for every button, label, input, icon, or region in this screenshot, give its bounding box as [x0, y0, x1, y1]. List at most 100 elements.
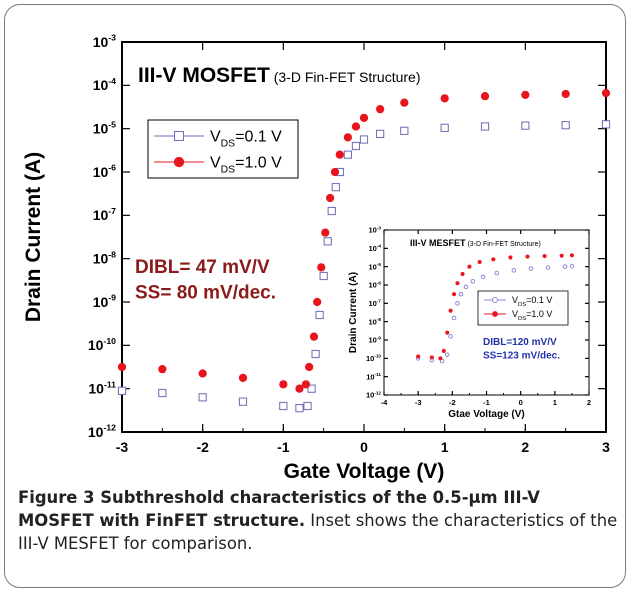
undefined-y-tick-label: 10-12 — [88, 423, 116, 440]
undefined-x-tick-label: 2 — [587, 398, 591, 407]
undefined-point-s1 — [313, 297, 322, 307]
caption-normal: Inset shows the characteristics of the I… — [18, 511, 618, 553]
undefined-chart-title: III-V MOSFET (3-D Fin-FET Structure) — [138, 64, 421, 87]
undefined-y-tick-exponent: -8 — [108, 249, 116, 259]
undefined-point-s0 — [440, 123, 449, 132]
undefined-y-tick-exponent: -6 — [108, 163, 116, 173]
undefined-point-s0 — [295, 404, 304, 413]
undefined-legend-label: VDS=0.1 V — [210, 129, 282, 150]
undefined-y-tick-base: 10 — [93, 294, 109, 310]
undefined-point-s1 — [542, 253, 547, 259]
undefined-point-s0 — [494, 270, 500, 276]
undefined-point-s1 — [569, 253, 574, 258]
undefined-legend-label-sub: DS — [518, 302, 526, 308]
undefined-legend-label-sub: DS — [221, 138, 236, 149]
undefined-point-s0 — [601, 120, 611, 129]
undefined-x-tick-label: -3 — [415, 398, 422, 407]
undefined-point-s0 — [455, 301, 460, 306]
undefined-legend-box — [147, 119, 299, 179]
undefined-point-s1 — [335, 150, 344, 159]
undefined-y-tick-base: 10 — [93, 251, 109, 267]
undefined-point-s0 — [480, 274, 486, 280]
undefined-x-axis-label: Gtae Voltage (V) — [448, 409, 525, 420]
undefined-y-tick-base: 10 — [366, 372, 374, 381]
undefined-point-s0 — [359, 135, 369, 144]
undefined-y-tick-label: 10-6 — [369, 280, 382, 289]
undefined-y-tick-label: 10-6 — [93, 163, 116, 180]
figure-caption: Figure 3 Subthreshold characteristics of… — [18, 486, 618, 555]
main-chart: -3 -2 -1 0 1 2 310-310-410-510-610-710-810-910… — [22, 33, 611, 483]
undefined-y-tick-exponent: -7 — [108, 206, 116, 216]
undefined-y-tick-exponent: -9 — [377, 335, 382, 340]
undefined-y-tick-exponent: -11 — [375, 372, 382, 377]
undefined-y-tick-exponent: -7 — [377, 299, 382, 304]
undefined-x-tick-label: 0 — [519, 398, 523, 407]
undefined-point-s1 — [480, 92, 490, 101]
undefined-y-tick-label: 10-7 — [93, 206, 116, 223]
undefined-point-s1 — [451, 292, 457, 297]
undefined-chart-title: III-V MESFET (3-D Fin-FET Structure) — [410, 238, 541, 248]
undefined-point-s1 — [491, 257, 496, 262]
undefined-x-tick-label: -1 — [277, 439, 290, 455]
undefined-y-tick-base: 10 — [366, 391, 374, 400]
undefined-point-s1 — [525, 254, 530, 259]
undefined-point-s1 — [441, 348, 446, 354]
undefined-y-tick-exponent: -5 — [108, 119, 116, 129]
undefined-y-tick-exponent: -10 — [374, 354, 381, 359]
undefined-point-s0 — [311, 349, 320, 359]
undefined-y-tick-exponent: -4 — [377, 244, 382, 249]
undefined-y-tick-exponent: -4 — [108, 76, 116, 86]
undefined-y-tick-exponent: -3 — [377, 225, 382, 230]
undefined-point-s1 — [561, 89, 570, 99]
undefined-annotation-ss: SS= 80 mV/dec. — [135, 283, 276, 304]
undefined-y-tick-label: 10-8 — [369, 317, 382, 326]
undefined-y-tick-exponent: -5 — [377, 262, 382, 267]
undefined-point-s0 — [480, 122, 490, 131]
undefined-y-tick-label: 10-10 — [366, 354, 381, 363]
undefined-y-tick-base: 10 — [88, 337, 104, 353]
undefined-point-s0 — [561, 121, 570, 130]
undefined-legend-label-val: =1.0 V — [235, 155, 282, 172]
undefined-y-tick-label: 10-4 — [93, 76, 116, 93]
undefined-point-s1 — [429, 355, 434, 360]
undefined-y-tick-base: 10 — [366, 354, 374, 363]
undefined-title-sub: (3-D Fin-FET Structure) — [466, 241, 541, 248]
undefined-point-s1 — [295, 384, 304, 393]
undefined-y-tick-exponent: -11 — [104, 379, 116, 389]
undefined-point-s0 — [545, 265, 551, 270]
undefined-point-s1 — [455, 281, 460, 286]
undefined-title-main: III-V MESFET — [410, 238, 466, 248]
undefined-point-s0 — [319, 271, 328, 281]
undefined-legend-label-main: V — [512, 295, 518, 305]
undefined-y-tick-base: 10 — [369, 226, 377, 235]
undefined-y-tick-label: 10-8 — [93, 249, 116, 266]
undefined-point-s0 — [562, 264, 568, 269]
undefined-point-s1 — [321, 228, 330, 237]
undefined-point-s1 — [400, 98, 409, 107]
undefined-y-tick-label: 10-10 — [88, 336, 116, 353]
undefined-title-main: III-V MOSFET — [138, 64, 270, 87]
undefined-y-tick-base: 10 — [93, 121, 109, 137]
caption-bold: Figure 3 Subthreshold characteristics of… — [18, 488, 540, 530]
undefined-point-s1 — [317, 263, 326, 272]
undefined-annotation-dibl: DIBL=120 mV/V — [483, 337, 557, 348]
undefined-point-s0 — [463, 284, 469, 290]
undefined-legend-label-val: =0.1 V — [235, 129, 282, 146]
undefined-point-s0 — [117, 386, 127, 395]
undefined-legend-marker — [174, 131, 184, 141]
undefined-point-s0 — [376, 129, 385, 138]
undefined-y-tick-base: 10 — [369, 262, 377, 271]
undefined-y-tick-label: 10-12 — [366, 390, 381, 399]
undefined-y-tick-label: 10-4 — [369, 244, 382, 253]
undefined-point-s1 — [117, 362, 127, 372]
undefined-y-tick-label: 10-5 — [93, 119, 116, 136]
undefined-y-tick-label: 10-5 — [369, 262, 382, 271]
undefined-y-tick-base: 10 — [369, 244, 377, 253]
undefined-y-tick-base: 10 — [88, 381, 104, 397]
undefined-point-s1 — [279, 380, 288, 389]
undefined-legend-label-sub: DS — [518, 316, 526, 322]
undefined-y-tick-label: 10-9 — [369, 335, 382, 344]
undefined-point-s0 — [331, 183, 340, 192]
undefined-point-s1 — [238, 373, 248, 382]
